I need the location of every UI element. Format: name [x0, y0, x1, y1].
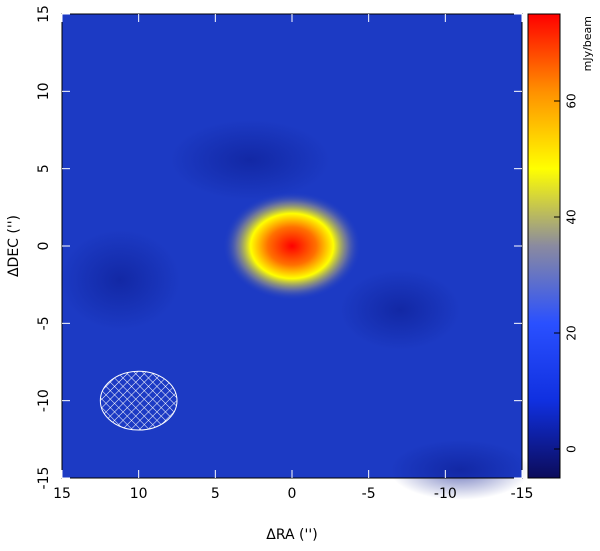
colorbar-tick-label: 40 — [565, 209, 579, 224]
colorbar-tick-label: 60 — [565, 93, 579, 108]
y-axis-label: ΔDEC ('') — [6, 215, 22, 277]
y-tick-label: 0 — [36, 242, 52, 251]
colorbar-label: mJy/beam — [581, 16, 594, 71]
x-tick-label: 5 — [211, 486, 220, 502]
x-tick-label: -15 — [511, 486, 534, 502]
y-tick-label: 10 — [36, 82, 52, 100]
x-axis-label: ΔRA ('') — [266, 527, 317, 543]
source — [223, 191, 361, 301]
x-tick-label: -5 — [362, 486, 376, 502]
x-tick-label: -10 — [434, 486, 457, 502]
y-tick-label: 5 — [36, 164, 52, 173]
noise — [340, 270, 460, 350]
colorbar-tick-label: 20 — [565, 325, 579, 340]
y-tick-label: 15 — [36, 5, 52, 23]
beam — [99, 370, 178, 431]
x-tick-label: 0 — [288, 486, 297, 502]
x-tick-label: 10 — [130, 486, 148, 502]
y-tick-label: -5 — [36, 316, 52, 330]
y-tick-label: -10 — [36, 389, 52, 412]
noise — [170, 120, 330, 200]
noise — [60, 230, 180, 330]
noise — [390, 440, 530, 500]
x-tick-label: 15 — [53, 486, 71, 502]
colorbar — [527, 13, 561, 479]
y-tick-label: -15 — [36, 467, 52, 490]
colorbar-tick-label: 0 — [565, 445, 579, 453]
